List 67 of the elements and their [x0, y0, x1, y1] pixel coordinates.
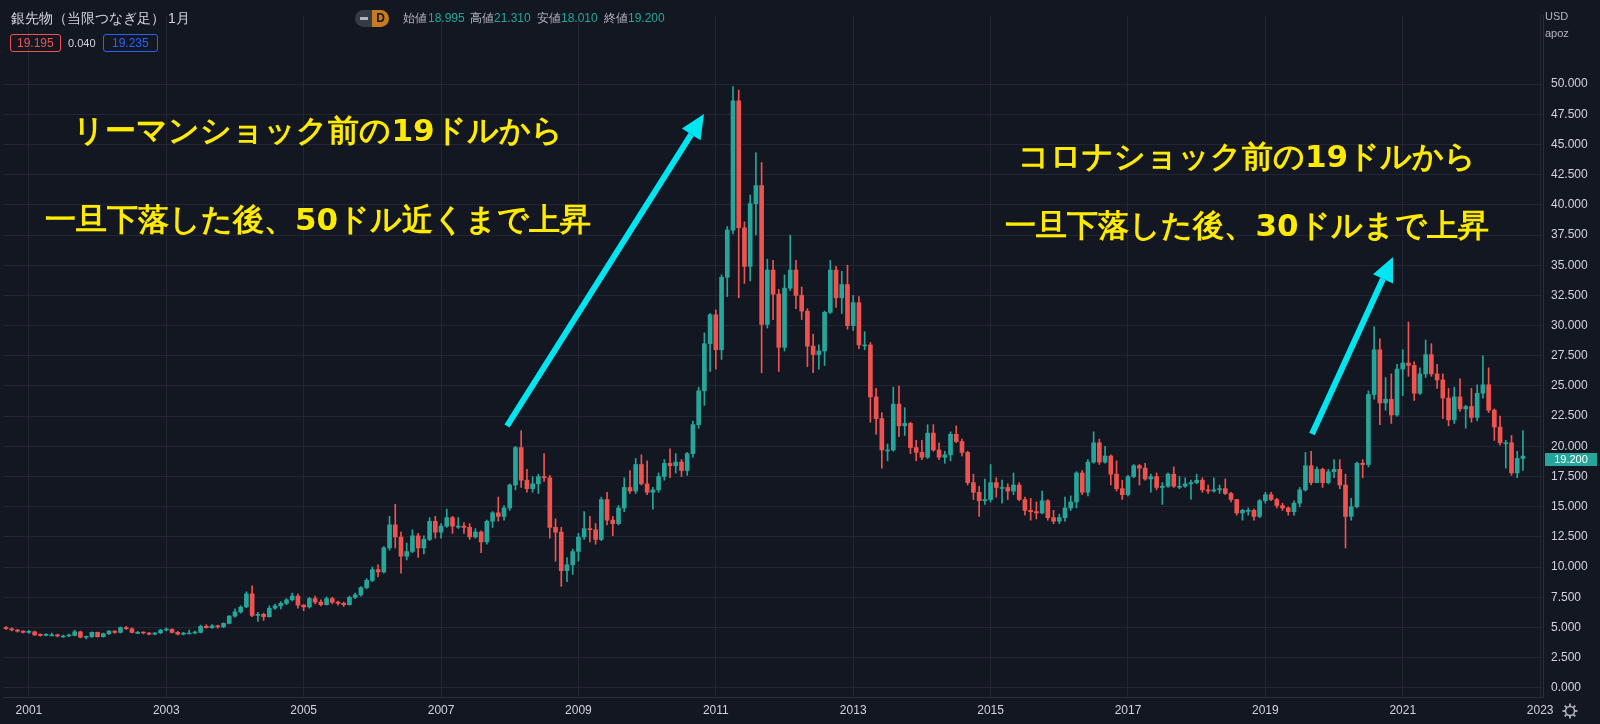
candlestick [942, 450, 948, 464]
y-tick-label: 50.000 [1551, 76, 1589, 91]
y-tick-label: 0.000 [1551, 680, 1582, 695]
annotation: 始値 [403, 10, 427, 26]
x-tick-label: 2003 [152, 703, 180, 718]
annotation: 高値 [470, 10, 494, 26]
x-tick-label: 2013 [839, 703, 867, 718]
candlestick [902, 407, 908, 436]
annotation: 一旦下落した後、50ドル近くまで上昇 [43, 200, 593, 239]
annotation: 19.200 [628, 10, 665, 26]
annotation: 終値 [604, 10, 628, 26]
candlestick [1480, 355, 1486, 399]
annotation: 18.010 [561, 10, 598, 26]
y-tick-label: 5.000 [1551, 619, 1582, 634]
x-tick-label: 2019 [1252, 703, 1280, 718]
annotation: 18.995 [428, 10, 465, 26]
text: apoz [1545, 26, 1569, 41]
y-tick-label: 35.000 [1551, 257, 1589, 272]
y-tick-label: 42.500 [1551, 166, 1589, 181]
candlestick [1400, 349, 1406, 396]
annotation: 19.235 [103, 34, 158, 52]
x-tick-label: 2001 [15, 703, 43, 718]
x-tick-label: 2017 [1114, 703, 1142, 718]
chart-subtitle: 1月 [168, 10, 190, 26]
annotation: 21.310 [494, 10, 531, 26]
y-tick-label: 40.000 [1551, 197, 1589, 212]
badge-icon: D [355, 10, 389, 27]
annotation: リーマンショック前の19ドルから [72, 111, 564, 150]
y-tick-label: 20.000 [1551, 438, 1589, 453]
x-tick-label: 2007 [427, 703, 455, 718]
y-tick-label: 45.000 [1551, 136, 1589, 151]
y-tick-label: 10.000 [1551, 559, 1589, 574]
x-tick-label: 2021 [1389, 703, 1417, 718]
x-tick-label: 2015 [977, 703, 1005, 718]
y-tick-label: 15.000 [1551, 499, 1589, 514]
candlestick [999, 479, 1005, 504]
annotation: 19.195 [10, 34, 61, 52]
y-tick-label: 30.000 [1551, 317, 1589, 332]
x-tick-label: 2009 [565, 703, 593, 718]
candlestick [1463, 404, 1469, 429]
candlestick [1360, 459, 1366, 479]
candlestick [673, 453, 679, 474]
x-tick-label: 2005 [290, 703, 318, 718]
y-tick-label: 22.500 [1551, 408, 1589, 423]
text: 19.200 [1545, 453, 1597, 466]
y-tick-label: 32.500 [1551, 287, 1589, 302]
annotation: コロナショック前の19ドルから [1016, 137, 1478, 176]
candlestick [495, 496, 501, 522]
candlestick [1005, 483, 1011, 500]
y-tick-label: 12.500 [1551, 529, 1589, 544]
y-tick-label: 37.500 [1551, 227, 1589, 242]
y-tick-label: 27.500 [1551, 348, 1589, 363]
candlestick [610, 516, 616, 537]
chart-title: 銀先物（当限つなぎ足） [11, 10, 165, 26]
annotation: D [372, 10, 389, 27]
text: USD [1545, 9, 1569, 24]
annotation: 0.040 [68, 36, 96, 51]
x-tick-label: 2011 [702, 703, 730, 718]
y-tick-label: 2.500 [1551, 650, 1582, 665]
candlestick [1503, 440, 1509, 469]
annotation: 一旦下落した後、30ドルまで上昇 [1004, 206, 1490, 245]
annotation: 安値 [537, 10, 561, 26]
x-tick-label: 2023 [1526, 703, 1554, 718]
y-tick-label: 25.000 [1551, 378, 1589, 393]
y-tick-label: 17.500 [1551, 468, 1589, 483]
y-tick-label: 7.500 [1551, 589, 1582, 604]
y-tick-label: 47.500 [1551, 106, 1589, 121]
